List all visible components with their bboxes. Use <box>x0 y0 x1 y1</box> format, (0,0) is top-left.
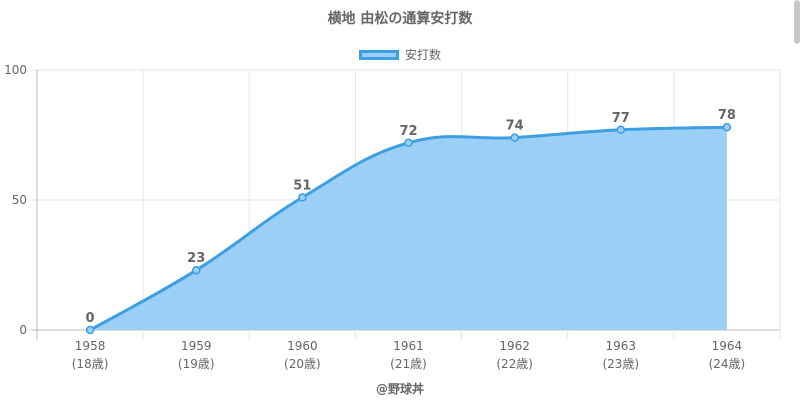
x-tick-age-label: (24歳) <box>709 357 746 371</box>
x-tick-age-label: (22歳) <box>496 357 533 371</box>
x-tick-label: 1960 <box>287 339 318 353</box>
y-tick-label: 50 <box>12 193 27 207</box>
data-label: 0 <box>86 311 95 326</box>
data-label: 23 <box>187 251 205 266</box>
x-tick-age-label: (21歳) <box>390 357 427 371</box>
data-point <box>191 265 201 275</box>
x-tick-label: 1958 <box>75 339 106 353</box>
data-point <box>85 325 95 335</box>
data-label: 78 <box>718 108 736 123</box>
data-label: 72 <box>399 124 417 139</box>
x-tick-age-label: (19歳) <box>178 357 215 371</box>
chart-title: 横地 由松の通算安打数 <box>327 11 473 27</box>
data-label: 77 <box>612 111 630 126</box>
x-tick-age-label: (18歳) <box>72 357 109 371</box>
y-tick-label: 100 <box>4 63 27 77</box>
legend[interactable]: 安打数 <box>0 46 800 63</box>
data-point <box>404 138 413 148</box>
x-tick-label: 1962 <box>499 339 530 353</box>
legend-label: 安打数 <box>404 48 441 62</box>
x-tick-label: 1961 <box>393 339 424 353</box>
x-tick-label: 1959 <box>181 339 212 353</box>
x-tick-label: 1963 <box>606 339 637 353</box>
data-point <box>722 122 732 132</box>
data-label: 74 <box>506 119 524 134</box>
series-area-fill <box>90 127 727 330</box>
legend-swatch <box>358 49 399 60</box>
data-point <box>616 125 626 135</box>
credit-label: @野球丼 <box>375 382 424 396</box>
y-tick-label: 0 <box>19 323 27 337</box>
data-point <box>298 193 307 202</box>
scrollbar-thumb[interactable] <box>794 0 800 44</box>
x-tick-age-label: (20歳) <box>284 357 321 371</box>
x-tick-age-label: (23歳) <box>602 357 639 371</box>
data-point <box>510 133 519 142</box>
x-tick-label: 1964 <box>712 339 743 353</box>
data-label: 51 <box>293 178 311 193</box>
